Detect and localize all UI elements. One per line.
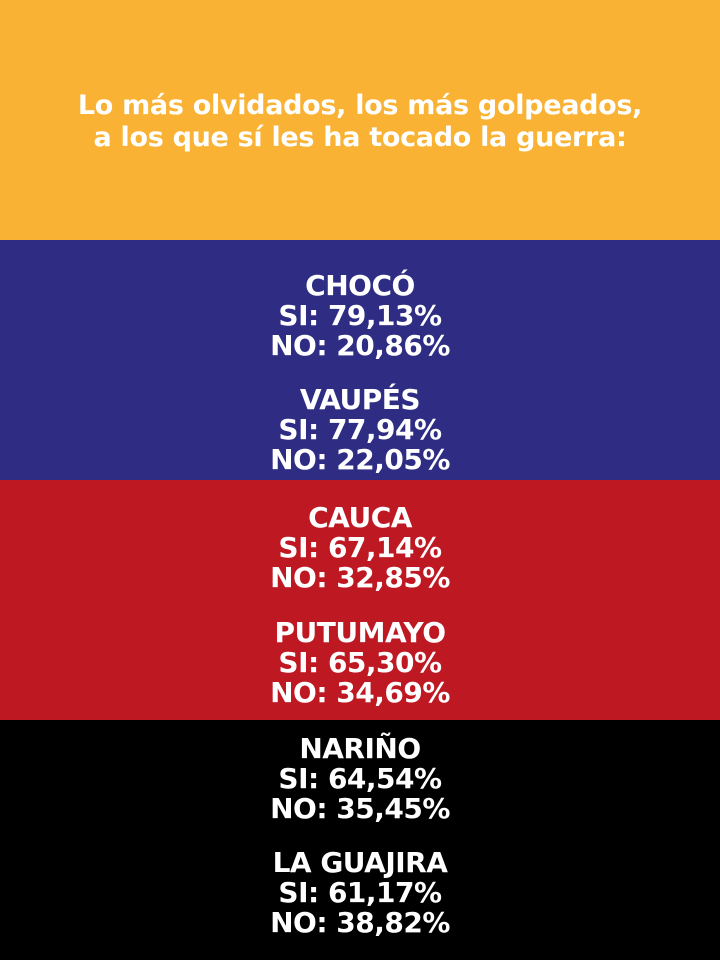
region-no-value: NO: 32,85% [270, 561, 450, 594]
region-si-value: SI: 64,54% [278, 762, 442, 795]
region-name: NARIÑO [299, 732, 421, 765]
region-si-value: SI: 65,30% [278, 646, 442, 679]
blue-band [0, 240, 720, 480]
headline: Lo más olvidados, los más golpeados, a l… [0, 90, 720, 154]
region-si-value: SI: 61,17% [278, 876, 442, 909]
black-band [0, 720, 720, 960]
region-block-vaupes: VAUPÉS SI: 77,94% NO: 22,05% [0, 385, 720, 475]
region-name: LA GUAJIRA [272, 846, 448, 879]
region-name: CHOCÓ [305, 269, 415, 302]
region-si-value: SI: 67,14% [278, 531, 442, 564]
region-block-choco: CHOCÓ SI: 79,13% NO: 20,86% [0, 271, 720, 361]
red-band [0, 480, 720, 720]
region-no-value: NO: 34,69% [270, 676, 450, 709]
region-name: CAUCA [308, 501, 412, 534]
region-si-value: SI: 79,13% [278, 299, 442, 332]
region-no-value: NO: 22,05% [270, 443, 450, 476]
region-name: PUTUMAYO [274, 616, 446, 649]
headline-line-1: Lo más olvidados, los más golpeados, [77, 90, 643, 121]
region-block-putumayo: PUTUMAYO SI: 65,30% NO: 34,69% [0, 618, 720, 708]
region-block-la-guajira: LA GUAJIRA SI: 61,17% NO: 38,82% [0, 848, 720, 938]
region-no-value: NO: 35,45% [270, 792, 450, 825]
region-block-narino: NARIÑO SI: 64,54% NO: 35,45% [0, 734, 720, 824]
region-si-value: SI: 77,94% [278, 413, 442, 446]
region-no-value: NO: 38,82% [270, 906, 450, 939]
region-no-value: NO: 20,86% [270, 329, 450, 362]
region-name: VAUPÉS [299, 383, 421, 416]
headline-line-2: a los que sí les ha tocado la guerra: [93, 122, 627, 153]
region-block-cauca: CAUCA SI: 67,14% NO: 32,85% [0, 503, 720, 593]
yellow-band [0, 0, 720, 240]
